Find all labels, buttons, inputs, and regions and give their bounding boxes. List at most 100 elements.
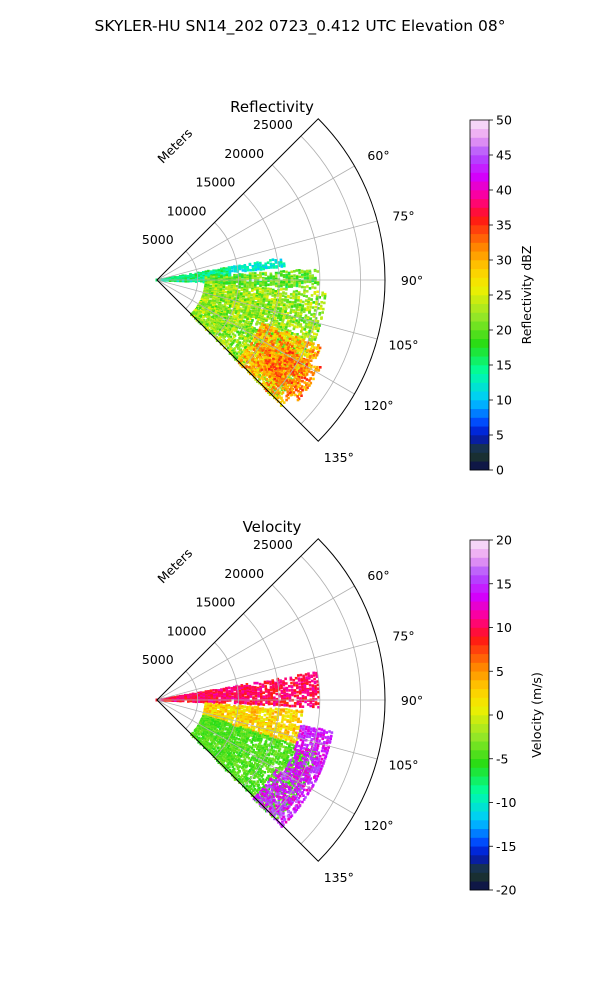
reflectivity-echo-gate bbox=[269, 283, 273, 286]
reflectivity-echo-gate bbox=[228, 276, 231, 279]
velocity-echo-gate bbox=[301, 690, 305, 694]
reflectivity-echo-gate bbox=[245, 325, 248, 329]
reflectivity-echo-gate bbox=[254, 263, 257, 267]
reflectivity-echo-layer bbox=[155, 258, 327, 407]
velocity-echo-gate bbox=[315, 675, 319, 678]
velocity-echo-gate bbox=[248, 705, 252, 709]
reflectivity-echo-gate bbox=[296, 333, 299, 336]
reflectivity-echo-gate bbox=[274, 324, 278, 327]
reflectivity-echo-gate bbox=[311, 350, 314, 353]
velocity-echo-gate bbox=[301, 705, 305, 708]
reflectivity-echo-gate bbox=[285, 343, 289, 347]
velocity-echo-gate bbox=[211, 707, 215, 710]
velocity-echo-gate bbox=[292, 712, 296, 715]
reflectivity-echo-gate bbox=[269, 334, 273, 338]
velocity-echo-gate bbox=[297, 679, 301, 682]
velocity-echo-gate bbox=[262, 718, 266, 721]
velocity-echo-gate bbox=[231, 690, 234, 694]
velocity-echo-gate bbox=[189, 699, 193, 703]
reflectivity-echo-gate bbox=[256, 261, 259, 264]
reflectivity-echo-gate bbox=[303, 349, 306, 353]
reflectivity-echo-gate bbox=[270, 298, 274, 301]
reflectivity-echo-gate bbox=[293, 277, 296, 280]
reflectivity-echo-gate bbox=[202, 273, 205, 276]
reflectivity-echo-gate bbox=[218, 328, 222, 332]
reflectivity-echo-gate bbox=[314, 319, 317, 322]
reflectivity-echo-gate bbox=[290, 280, 294, 283]
reflectivity-echo-gate bbox=[313, 332, 316, 336]
reflectivity-echo-gate bbox=[267, 303, 270, 307]
reflectivity-echo-gate bbox=[230, 278, 234, 281]
reflectivity-echo-gate bbox=[275, 370, 279, 374]
reflectivity-echo-gate bbox=[212, 281, 215, 285]
reflectivity-echo-gate bbox=[261, 333, 265, 336]
velocity-echo-gate bbox=[267, 688, 270, 692]
reflectivity-echo-gate bbox=[256, 282, 260, 285]
reflectivity-colorbar-segment bbox=[470, 321, 489, 331]
reflectivity-echo-gate bbox=[286, 298, 290, 302]
reflectivity-echo-gate bbox=[234, 311, 238, 315]
reflectivity-echo-gate bbox=[223, 331, 226, 334]
velocity-echo-gate bbox=[309, 704, 312, 708]
velocity-echo-gate bbox=[236, 693, 239, 696]
reflectivity-echo-gate bbox=[280, 323, 283, 327]
reflectivity-echo-gate bbox=[168, 279, 172, 282]
reflectivity-echo-gate bbox=[266, 388, 270, 391]
velocity-echo-gate bbox=[314, 698, 318, 701]
velocity-echo-gate bbox=[246, 687, 249, 690]
reflectivity-echo-gate bbox=[233, 325, 236, 329]
reflectivity-echo-gate bbox=[227, 342, 230, 346]
reflectivity-echo-gate bbox=[321, 291, 324, 295]
velocity-echo-gate bbox=[293, 702, 297, 705]
reflectivity-echo-gate bbox=[235, 289, 238, 293]
velocity-echo-gate bbox=[312, 693, 315, 696]
velocity-echo-gate bbox=[256, 707, 259, 710]
reflectivity-echo-gate bbox=[314, 327, 318, 330]
reflectivity-echo-gate bbox=[238, 357, 241, 361]
velocity-echo-gate bbox=[280, 684, 283, 688]
reflectivity-echo-gate bbox=[228, 332, 232, 336]
reflectivity-echo-gate bbox=[279, 404, 283, 407]
velocity-echo-gate bbox=[238, 718, 242, 721]
reflectivity-echo-gate bbox=[306, 278, 309, 281]
reflectivity-echo-gate bbox=[283, 359, 287, 363]
velocity-echo-gate bbox=[296, 690, 299, 694]
reflectivity-echo-gate bbox=[258, 333, 262, 337]
velocity-echo-gate bbox=[285, 689, 289, 692]
reflectivity-echo-gate bbox=[236, 330, 239, 334]
velocity-echo-gate bbox=[259, 722, 262, 725]
reflectivity-echo-gate bbox=[228, 349, 231, 352]
reflectivity-echo-gate bbox=[290, 347, 293, 350]
velocity-echo-gate bbox=[286, 694, 289, 697]
velocity-echo-gate bbox=[273, 719, 276, 722]
reflectivity-echo-gate bbox=[202, 280, 206, 284]
velocity-echo-gate bbox=[202, 700, 206, 704]
velocity-echo-gate bbox=[259, 707, 262, 711]
reflectivity-echo-gate bbox=[242, 335, 246, 338]
reflectivity-echo-gate bbox=[260, 309, 263, 312]
velocity-echo-gate bbox=[290, 685, 294, 689]
reflectivity-echo-gate bbox=[297, 337, 300, 340]
reflectivity-echo-gate bbox=[290, 305, 294, 308]
reflectivity-echo-gate bbox=[297, 292, 301, 296]
reflectivity-echo-gate bbox=[302, 310, 306, 313]
reflectivity-echo-gate bbox=[312, 371, 316, 375]
reflectivity-echo-gate bbox=[292, 327, 296, 331]
velocity-echo-gate bbox=[252, 718, 255, 721]
reflectivity-echo-gate bbox=[265, 362, 268, 366]
velocity-echo-gate bbox=[297, 677, 301, 680]
velocity-echo-gate bbox=[187, 700, 190, 703]
velocity-echo-gate bbox=[251, 721, 255, 724]
reflectivity-echo-gate bbox=[260, 351, 263, 354]
reflectivity-echo-gate bbox=[233, 281, 236, 284]
reflectivity-echo-gate bbox=[303, 335, 307, 339]
reflectivity-echo-gate bbox=[289, 293, 293, 296]
reflectivity-echo-gate bbox=[264, 277, 268, 280]
reflectivity-echo-gate bbox=[226, 293, 230, 297]
reflectivity-echo-gate bbox=[298, 383, 302, 387]
reflectivity-echo-gate bbox=[292, 354, 296, 357]
reflectivity-echo-gate bbox=[204, 283, 207, 287]
velocity-echo-gate bbox=[250, 711, 254, 715]
reflectivity-echo-gate bbox=[271, 363, 274, 367]
reflectivity-echo-gate bbox=[231, 332, 235, 336]
